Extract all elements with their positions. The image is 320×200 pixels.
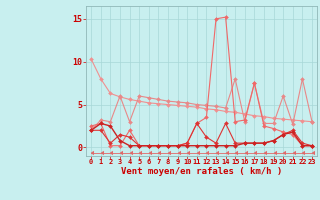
X-axis label: Vent moyen/en rafales ( km/h ): Vent moyen/en rafales ( km/h ) [121, 167, 282, 176]
